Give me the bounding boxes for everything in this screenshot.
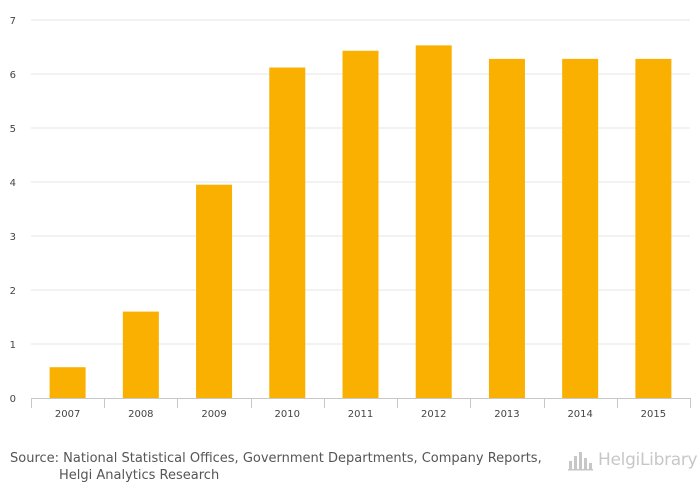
bar-2014[interactable] bbox=[562, 58, 599, 398]
x-axis-ticks: 2007 2008 2009 2010 2011 2012 2013 2014 2015 bbox=[55, 409, 666, 420]
logo-text: HelgiLibrary bbox=[598, 450, 698, 470]
bars bbox=[49, 45, 672, 399]
y-tick-label: 0 bbox=[10, 394, 16, 405]
y-tick-label: 3 bbox=[10, 232, 16, 243]
x-tick-label: 2010 bbox=[275, 409, 300, 420]
helgi-library-logo[interactable]: HelgiLibrary bbox=[568, 448, 698, 472]
y-tick-label: 7 bbox=[10, 16, 16, 27]
x-tick-label: 2015 bbox=[641, 409, 666, 420]
x-axis bbox=[31, 398, 691, 408]
y-tick-label: 6 bbox=[10, 70, 16, 81]
x-tick-label: 2008 bbox=[128, 409, 153, 420]
bar-chart-logo-icon bbox=[568, 452, 593, 471]
bar-2015[interactable] bbox=[635, 58, 672, 398]
x-tick-label: 2014 bbox=[567, 409, 592, 420]
source-text-1: National Statistical Offices, Government… bbox=[63, 451, 542, 466]
y-tick-label: 5 bbox=[10, 124, 16, 135]
bar-2010[interactable] bbox=[269, 67, 306, 399]
bar-2013[interactable] bbox=[488, 58, 525, 398]
bar-2007[interactable] bbox=[49, 367, 86, 398]
x-tick-label: 2012 bbox=[421, 409, 446, 420]
x-tick-label: 2011 bbox=[348, 409, 373, 420]
bar-2009[interactable] bbox=[196, 184, 233, 398]
x-tick-label: 2013 bbox=[494, 409, 519, 420]
y-axis-ticks: 0 1 2 3 4 5 6 7 bbox=[10, 16, 16, 405]
y-tick-label: 4 bbox=[10, 178, 16, 189]
x-tick-label: 2009 bbox=[201, 409, 226, 420]
bar-2011[interactable] bbox=[342, 50, 379, 398]
y-tick-label: 1 bbox=[10, 340, 16, 351]
source-prefix: Source: bbox=[10, 451, 60, 466]
bar-2008[interactable] bbox=[122, 311, 159, 398]
source-line-1: Source: National Statistical Offices, Go… bbox=[10, 450, 550, 467]
y-tick-label: 2 bbox=[10, 286, 16, 297]
x-tick-label: 2007 bbox=[55, 409, 80, 420]
source-line-2: Helgi Analytics Research bbox=[59, 468, 220, 483]
bar-2012[interactable] bbox=[415, 45, 452, 398]
source-note: Source: National Statistical Offices, Go… bbox=[10, 450, 550, 484]
